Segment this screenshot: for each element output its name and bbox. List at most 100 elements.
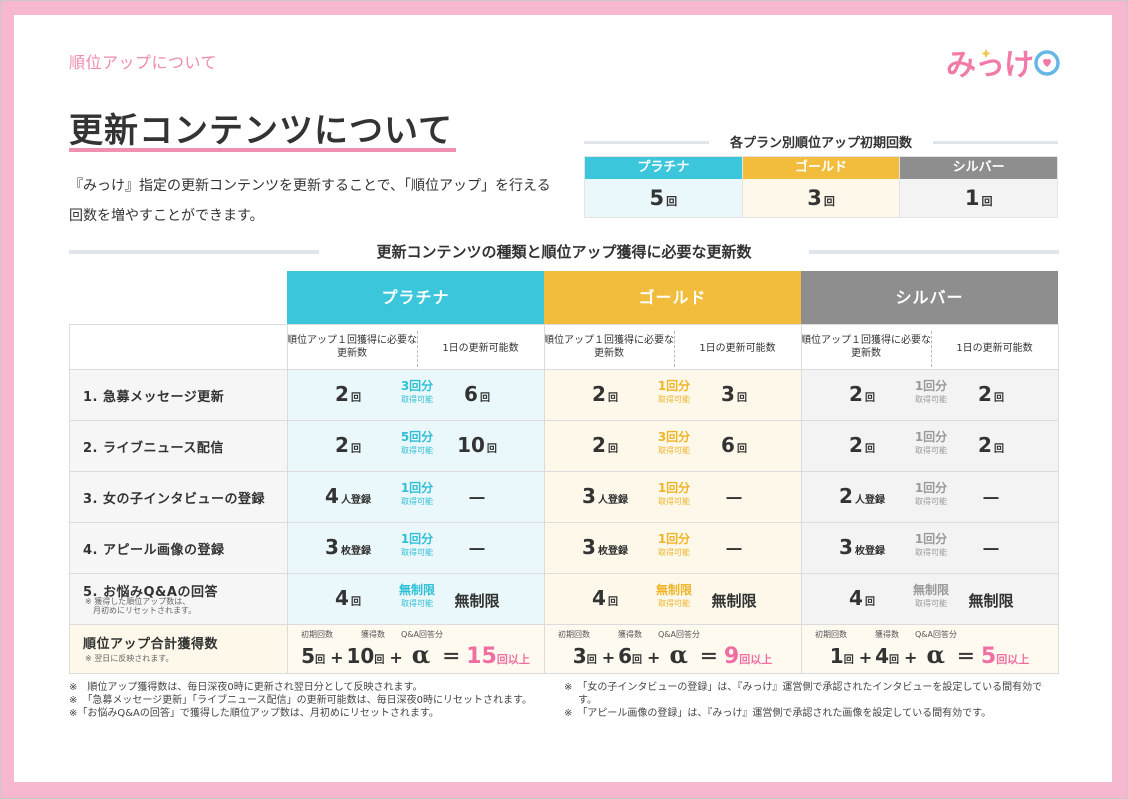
- total-label: 順位アップ合計獲得数: [83, 637, 219, 652]
- gain-badge: 1回分 取得可能: [389, 482, 445, 508]
- note-item: ※ 「アピール画像の登録」は、『みっけ』運営側で承認された画像を設定している間有…: [564, 708, 992, 719]
- required-value: 4: [592, 586, 606, 610]
- row-note: ※ 獲得した順位アップ数は、: [85, 597, 191, 606]
- gain-sub: 取得可能: [915, 599, 947, 608]
- required-updates: 2 人登録: [807, 484, 917, 508]
- svg-text:みっけ: みっけ: [946, 48, 1033, 83]
- daily-value: ―: [726, 488, 742, 506]
- label-gain: 獲得数: [618, 630, 642, 639]
- gain-value: 無制限: [655, 583, 692, 597]
- gold-subheader: 順位アップ１回獲得に必要な更新数 1日の更新可能数: [544, 324, 801, 369]
- row-label: 2. ライブニュース配信: [83, 441, 224, 456]
- note-item: ※ 「急募メッセージ更新」「ライブニュース配信」の更新可能数は、毎日深夜0時にリ…: [69, 695, 533, 706]
- row-label: 4. アピール画像の登録: [83, 543, 225, 558]
- daily-value: 無制限: [968, 592, 1014, 610]
- required-unit: 人登録: [340, 495, 371, 506]
- gain-sub: 取得可能: [401, 548, 433, 557]
- required-value: 2: [839, 484, 853, 508]
- note-item: ※ 順位アップ獲得数は、毎日深夜0時に更新され翌日分として反映されます。: [69, 682, 423, 693]
- gain-sub: 取得可能: [915, 446, 947, 455]
- required-unit: 枚登録: [597, 546, 628, 557]
- gold-column-bg: [544, 324, 801, 624]
- required-unit: 回: [350, 393, 361, 404]
- daily-limit: ―: [437, 488, 517, 506]
- label-initial: 初期回数: [815, 630, 847, 639]
- gain-value: 1回分: [400, 532, 434, 546]
- required-unit: 回: [864, 393, 875, 404]
- heading-rule: [584, 141, 709, 144]
- daily-limit: 10 回: [437, 433, 517, 457]
- gain-badge: 1回分 取得可能: [903, 380, 959, 406]
- brand-logo: みっけ: [946, 43, 1061, 83]
- gain-value: 5回分: [400, 430, 434, 444]
- daily-value: ―: [469, 488, 485, 506]
- daily-value: ―: [983, 488, 999, 506]
- plus-sign: +: [904, 648, 918, 667]
- total-result-unit: 回以上: [996, 653, 1030, 666]
- unit: 回: [586, 655, 597, 666]
- platinum-column-bg: [287, 324, 544, 624]
- daily-limit: ―: [694, 539, 774, 557]
- gain-badge: 1回分 取得可能: [903, 431, 959, 457]
- gold-total-bg: [544, 624, 801, 674]
- total-formula: 3 回 +6 回 + α ＝ 9 回以上: [544, 640, 801, 669]
- required-unit: 回: [350, 597, 361, 608]
- initial-plan-heading: 各プラン別順位アップ初期回数: [584, 132, 1058, 151]
- daily-value: 6: [721, 433, 735, 457]
- plan-header-gold: ゴールド: [544, 271, 801, 324]
- daily-value: 無制限: [454, 592, 500, 610]
- gain-badge: 1回分 取得可能: [646, 380, 702, 406]
- note-item: ※ 「女の子インタビューの登録」は、『みっけ』運営側で承認されたインタビューを設…: [564, 682, 1043, 706]
- daily-value: 3: [721, 382, 735, 406]
- daily-unit: 回: [993, 444, 1004, 455]
- total-result: 5: [980, 644, 997, 669]
- daily-value: ―: [983, 539, 999, 557]
- required-unit: 人登録: [597, 495, 628, 506]
- gain-badge: 無制限 取得可能: [389, 584, 445, 610]
- table-rule: [69, 324, 70, 674]
- required-unit: 枚登録: [854, 546, 885, 557]
- row-label: 1. 急募メッセージ更新: [83, 390, 225, 405]
- label-gain: 獲得数: [875, 630, 899, 639]
- required-updates: 3 枚登録: [550, 535, 660, 559]
- required-unit: 回: [607, 597, 618, 608]
- subheader-divider: [931, 331, 932, 367]
- plan-header-platinum: プラチナ: [287, 271, 544, 324]
- gain-sub: 取得可能: [658, 446, 690, 455]
- alpha-symbol: α: [669, 640, 688, 669]
- gain-badge: 3回分 取得可能: [389, 380, 445, 406]
- required-updates: 3 枚登録: [807, 535, 917, 559]
- required-updates: 4 人登録: [293, 484, 403, 508]
- gain-value: 1回分: [657, 481, 691, 495]
- row-label: 3. 女の子インタビューの登録: [83, 492, 266, 507]
- gain-sub: 取得可能: [658, 497, 690, 506]
- gain-value: 1回分: [914, 532, 948, 546]
- total-formula: 5 回 +10 回 + α ＝ 15 回以上: [287, 640, 544, 669]
- plan-name: シルバー: [900, 157, 1058, 179]
- required-unit: 回: [864, 444, 875, 455]
- subheader-divider: [674, 331, 675, 367]
- daily-limit: ―: [437, 539, 517, 557]
- silver-subheader-bg: [801, 324, 1058, 369]
- required-updates: 3 枚登録: [293, 535, 403, 559]
- unit: 回: [632, 655, 643, 666]
- label-initial: 初期回数: [301, 630, 333, 639]
- subheader-daily: 1日の更新可能数: [956, 343, 1033, 354]
- header-blank: [69, 324, 287, 369]
- required-unit: 回: [350, 444, 361, 455]
- page-title: 更新コンテンツについて: [69, 111, 453, 151]
- title-underline: [69, 148, 456, 152]
- gain-value: 1回分: [657, 379, 691, 393]
- required-value: 3: [582, 484, 596, 508]
- daily-value: ―: [469, 539, 485, 557]
- table-rule: [69, 624, 1059, 625]
- required-value: 2: [592, 382, 606, 406]
- table-rule: [69, 471, 1059, 472]
- daily-limit: ―: [951, 539, 1031, 557]
